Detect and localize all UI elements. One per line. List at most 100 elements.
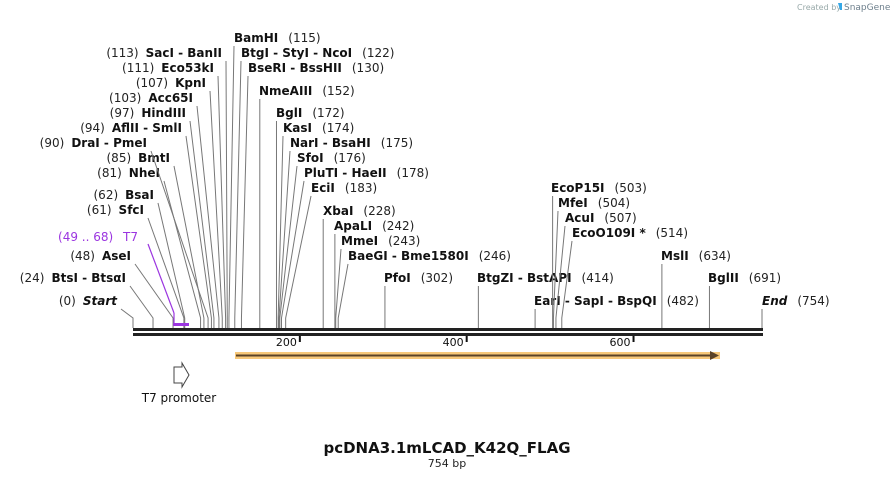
site-eco53ki[interactable]: (111) Eco53kI	[122, 61, 227, 328]
site-position: (503)	[615, 181, 647, 195]
site-start[interactable]: (0) Start	[59, 294, 134, 328]
svg-text:(24)BtsI - BtsαI: (24) BtsI - BtsαI	[20, 271, 126, 285]
site-bgli[interactable]: BglI (172)	[275, 106, 345, 328]
site-xbai[interactable]: XbaI (228)	[322, 204, 396, 328]
site-position: (174)	[322, 121, 354, 135]
site-pfoi[interactable]: PfoI (302)	[384, 271, 453, 328]
site-position: (178)	[397, 166, 429, 180]
site-mmei[interactable]: MmeI (243)	[335, 234, 421, 328]
site-position: (97)	[110, 106, 135, 120]
site-pluti[interactable]: PluTI - HaeII (178)	[280, 166, 429, 328]
site-saci[interactable]: (113) SacI - BanII	[106, 46, 228, 328]
svg-text:AcuI(507): AcuI (507)	[565, 211, 637, 225]
svg-text:BtgI - StyI - NcoI(122): BtgI - StyI - NcoI (122)	[241, 46, 394, 60]
site-kasi[interactable]: KasI (174)	[277, 121, 354, 328]
site-position: (242)	[382, 219, 414, 233]
site-hindiii[interactable]: (97) HindIII	[110, 106, 215, 328]
site-bseri[interactable]: BseRI - BssHII (130)	[240, 61, 384, 328]
svg-text:(113)SacI - BanII: (113) SacI - BanII	[106, 46, 222, 60]
site-name: Acc65I	[148, 91, 193, 105]
svg-text:BtgZI - BstAPI(414): BtgZI - BstAPI (414)	[477, 271, 614, 285]
svg-text:(111)Eco53kI: (111) Eco53kI	[122, 61, 214, 75]
site-ecoo109i[interactable]: EcoO109I * (514)	[561, 226, 688, 328]
site-position: (61)	[87, 203, 112, 217]
ruler-tick	[632, 336, 635, 342]
svg-text:PfoI(302): PfoI (302)	[384, 271, 453, 285]
restriction-sites: (0) Start (24) BtsI - BtsαI (48) AseI (61) SfcI…	[20, 31, 830, 328]
svg-text:BseRI - BssHII(130): BseRI - BssHII (130)	[248, 61, 384, 75]
site-name: MslI	[661, 249, 689, 263]
svg-text:(49 .. 68) T7: (49 .. 68) T7	[58, 230, 138, 244]
site-apali[interactable]: ApaLI (242)	[334, 219, 414, 328]
site-position: (228)	[363, 204, 395, 218]
site-name: BaeGI - Bme1580I	[348, 249, 469, 263]
svg-text:(81)NheI: (81) NheI	[97, 166, 160, 180]
site-name: XbaI	[323, 204, 353, 218]
site-position: (90)	[40, 136, 65, 150]
primer-range: (49 .. 68)	[58, 230, 113, 244]
site-name: PfoI	[384, 271, 411, 285]
site-bamhi[interactable]: BamHI (115)	[228, 31, 321, 328]
site-position: (94)	[80, 121, 105, 135]
ruler-label: 200	[276, 336, 297, 349]
site-asei[interactable]: (48) AseI	[70, 249, 174, 328]
site-baegi[interactable]: BaeGI - Bme1580I (246)	[337, 249, 511, 328]
primer-t7[interactable]: (49 .. 68) T7	[58, 230, 189, 326]
site-name: SfcI	[119, 203, 144, 217]
map-length: 754 bp	[428, 457, 466, 470]
site-sfoi[interactable]: SfoI (176)	[279, 151, 366, 328]
ruler-tick	[298, 336, 301, 342]
ruler-label: 400	[443, 336, 464, 349]
site-kpni[interactable]: (107) KpnI	[136, 76, 223, 328]
site-aflii[interactable]: (94) AflII - SmlI	[80, 121, 212, 328]
site-position: (111)	[122, 61, 154, 75]
site-btsi[interactable]: (24) BtsI - BtsαI	[20, 271, 154, 328]
site-name: ApaLI	[334, 219, 372, 233]
site-btgi[interactable]: BtgI - StyI - NcoI (122)	[234, 46, 395, 328]
site-acc65i[interactable]: (103) Acc65I	[109, 91, 220, 328]
site-name: BglII	[708, 271, 739, 285]
site-position: (246)	[479, 249, 511, 263]
site-name: Eco53kI	[161, 61, 214, 75]
site-position: (103)	[109, 91, 141, 105]
site-msli[interactable]: MslI (634)	[661, 249, 731, 328]
svg-text:BglII(691): BglII (691)	[708, 271, 781, 285]
ruler: 200 400 600	[276, 336, 635, 349]
site-name: NheI	[129, 166, 160, 180]
primer-bar[interactable]	[173, 323, 189, 326]
site-drai[interactable]: (90) DraI - PmeI	[40, 136, 209, 328]
site-btgzi[interactable]: BtgZI - BstAPI (414)	[477, 271, 614, 328]
svg-text:NmeAIII(152): NmeAIII (152)	[259, 84, 355, 98]
site-eari[interactable]: EarI - SapI - BspQI (482)	[534, 294, 699, 328]
site-mfei[interactable]: MfeI (504)	[552, 196, 630, 328]
site-name: BmtI	[138, 151, 170, 165]
site-nari[interactable]: NarI - BsaHI (175)	[278, 136, 413, 328]
site-position: (691)	[749, 271, 781, 285]
site-position: (0)	[59, 294, 76, 308]
site-name: SfoI	[297, 151, 324, 165]
svg-text:MmeI(243): MmeI (243)	[341, 234, 420, 248]
snapgene-logo-icon	[838, 3, 842, 10]
svg-text:(103)Acc65I: (103) Acc65I	[109, 91, 193, 105]
site-position: (754)	[797, 294, 829, 308]
svg-text:BamHI(115): BamHI (115)	[234, 31, 321, 45]
site-position: (183)	[345, 181, 377, 195]
site-sfci[interactable]: (61) SfcI	[87, 203, 185, 328]
site-bglii[interactable]: BglII (691)	[708, 271, 781, 328]
svg-text:PluTI - HaeII(178): PluTI - HaeII (178)	[304, 166, 429, 180]
site-ecii[interactable]: EciI (183)	[285, 181, 378, 328]
site-nhei[interactable]: (81) NheI	[97, 166, 202, 328]
svg-text:EcoP15I(503): EcoP15I (503)	[551, 181, 647, 195]
site-name: KpnI	[175, 76, 206, 90]
orf-feature[interactable]	[235, 351, 720, 360]
map-title: pcDNA3.1mLCAD_K42Q_FLAG	[323, 439, 570, 457]
site-bmti[interactable]: (85) BmtI	[107, 151, 205, 328]
site-position: (243)	[388, 234, 420, 248]
site-acui[interactable]: AcuI (507)	[555, 211, 637, 328]
site-name: SacI - BanII	[146, 46, 222, 60]
site-end[interactable]: End (754)	[761, 294, 830, 328]
t7-promoter-feature[interactable]: T7 promoter	[141, 361, 217, 405]
site-ecop15i[interactable]: EcoP15I (503)	[551, 181, 647, 328]
site-nmeaiii[interactable]: NmeAIII (152)	[259, 84, 355, 328]
site-name: DraI - PmeI	[71, 136, 147, 150]
